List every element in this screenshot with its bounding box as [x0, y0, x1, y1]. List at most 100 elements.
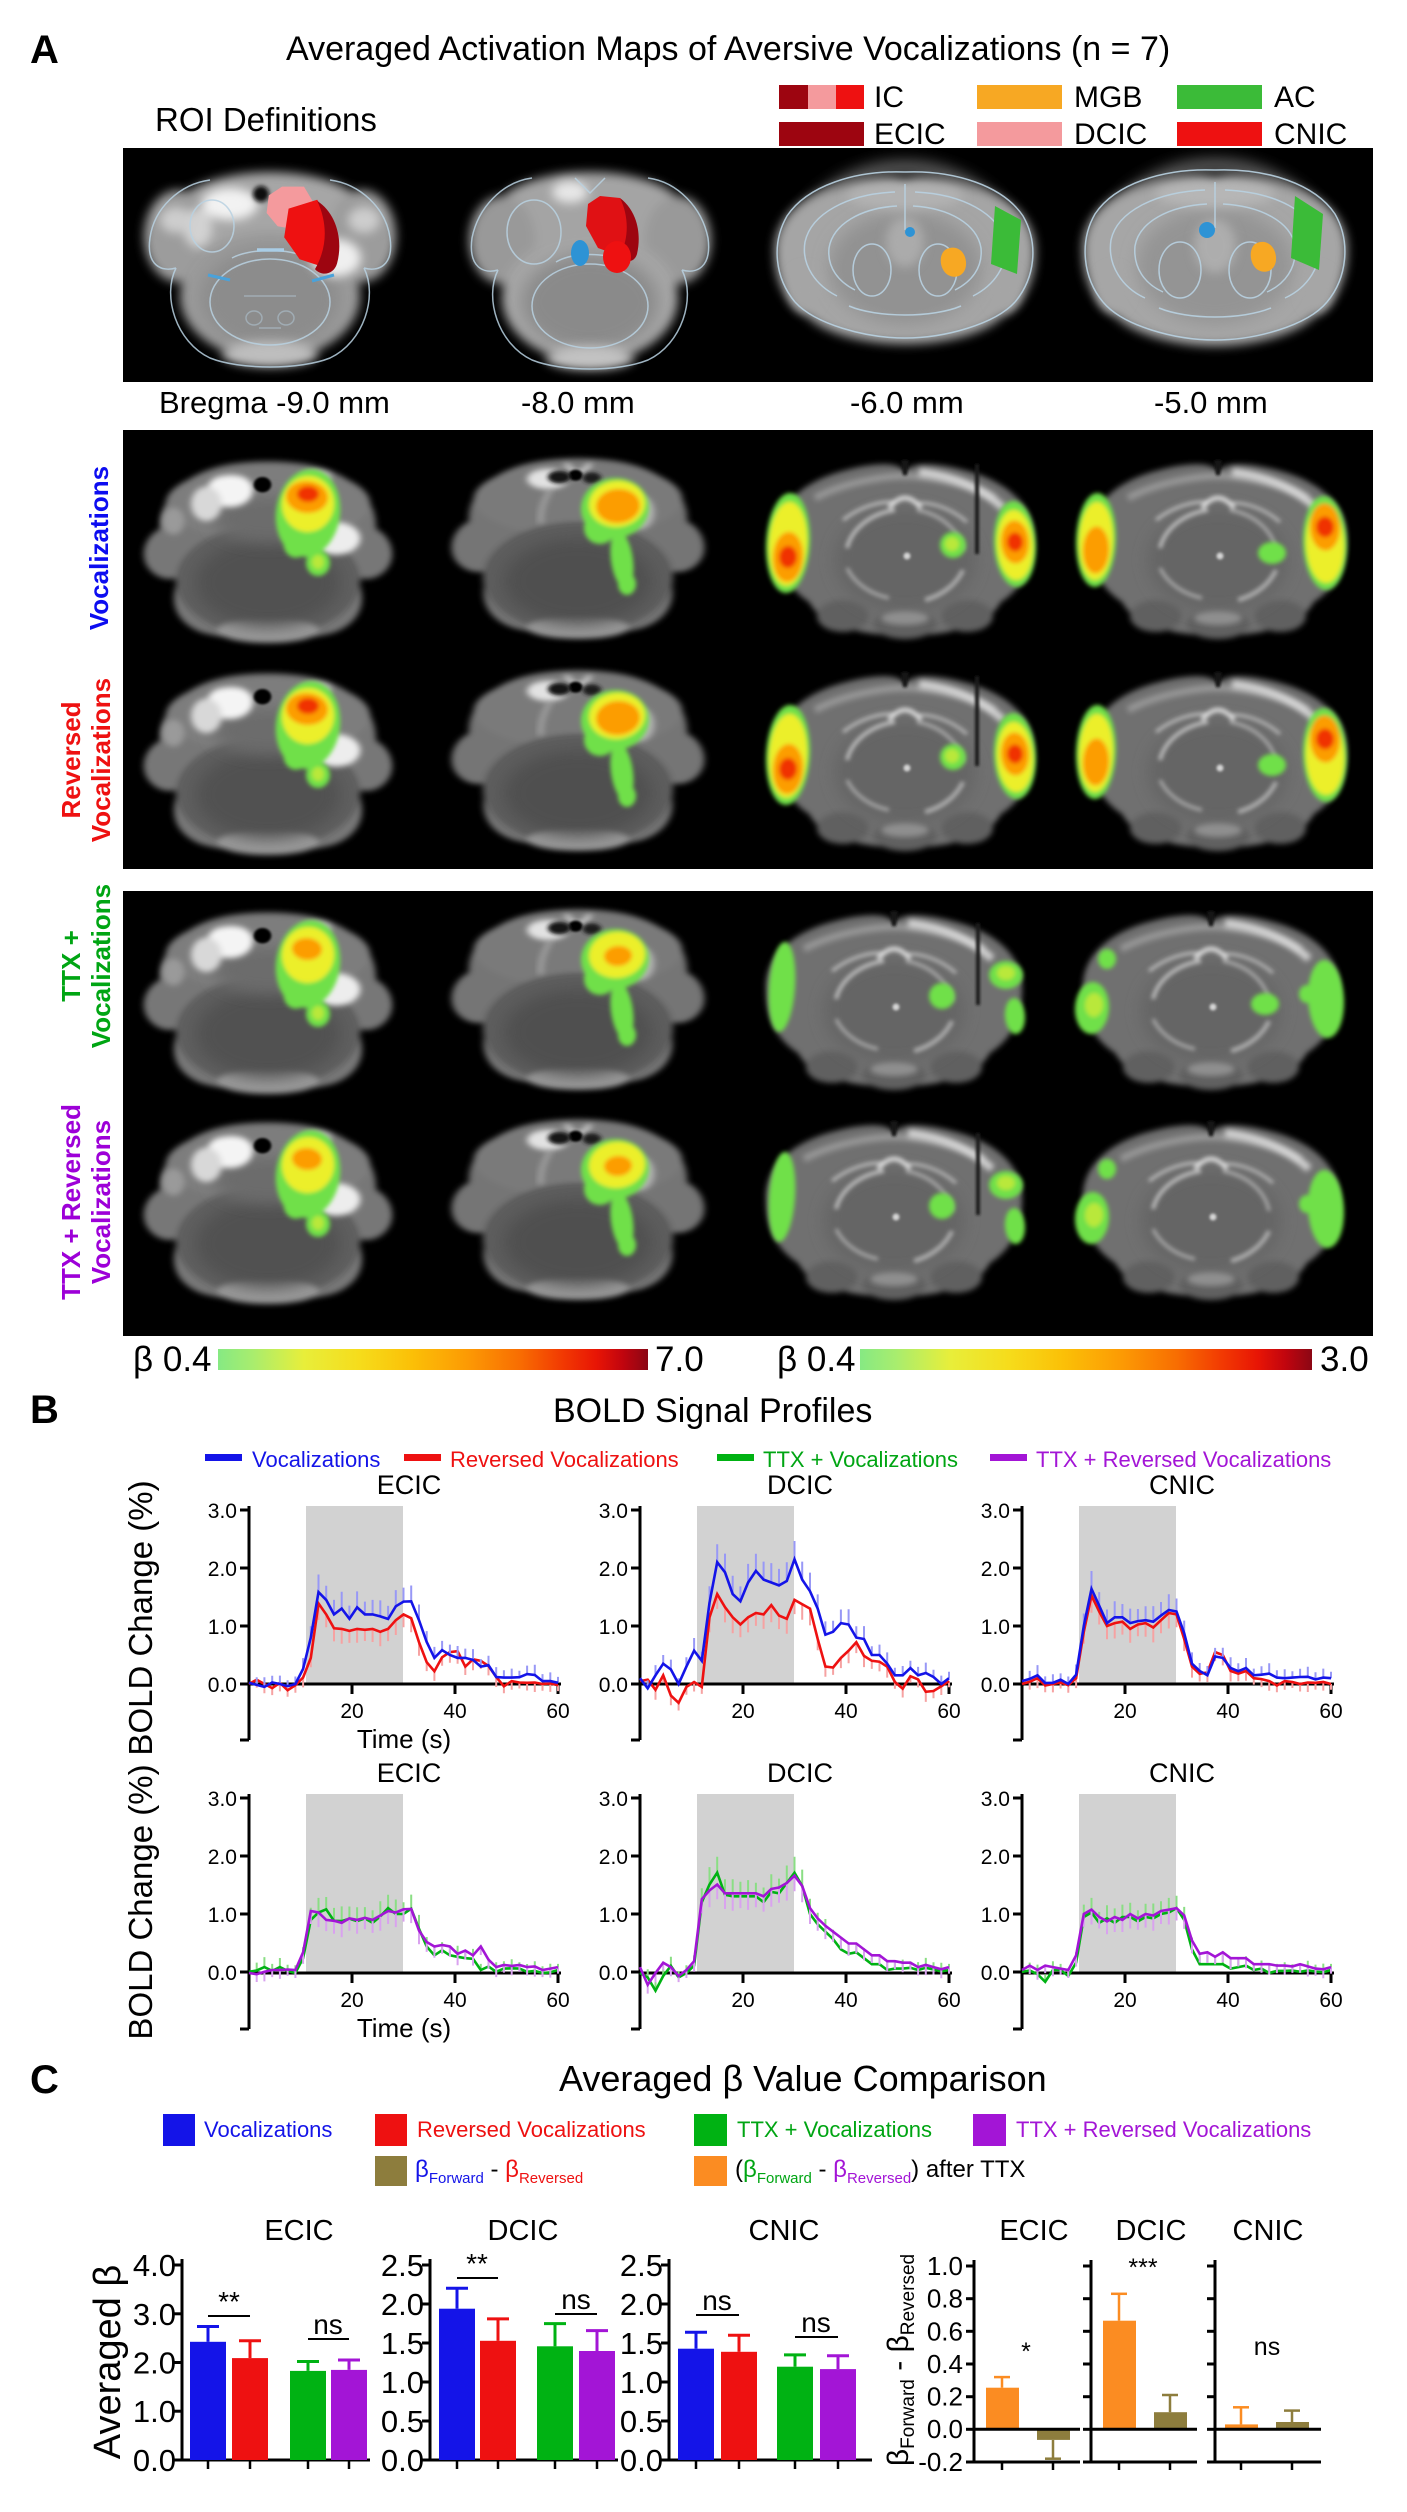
svg-text:1.0: 1.0 [599, 1616, 628, 1639]
svg-text:***: *** [1128, 2254, 1157, 2282]
svg-text:1.5: 1.5 [620, 2326, 663, 2361]
svg-text:ns: ns [801, 2307, 831, 2338]
svg-text:CNIC: CNIC [749, 2215, 820, 2247]
svg-text:1.0: 1.0 [133, 2394, 176, 2429]
svg-text:0.0: 0.0 [381, 2443, 424, 2478]
svg-text:40: 40 [443, 1989, 466, 2012]
svg-text:DCIC: DCIC [767, 1470, 833, 1500]
svg-text:ns: ns [313, 2309, 343, 2340]
svg-text:1.0: 1.0 [981, 1904, 1010, 1927]
svg-text:3.0: 3.0 [981, 1788, 1010, 1811]
svg-text:ECIC: ECIC [377, 1470, 442, 1500]
svg-text:0.0: 0.0 [620, 2443, 663, 2478]
svg-text:0.0: 0.0 [599, 1674, 628, 1697]
svg-text:1.0: 1.0 [981, 1616, 1010, 1639]
svg-text:40: 40 [443, 1700, 466, 1723]
svg-text:3.0: 3.0 [599, 1500, 628, 1523]
svg-text:60: 60 [937, 1700, 960, 1723]
svg-text:Time (s): Time (s) [357, 2013, 451, 2043]
svg-text:1.0: 1.0 [599, 1904, 628, 1927]
svg-text:3.0: 3.0 [599, 1788, 628, 1811]
svg-text:ECIC: ECIC [999, 2215, 1068, 2247]
svg-text:3.0: 3.0 [981, 1500, 1010, 1523]
svg-text:3.0: 3.0 [208, 1788, 237, 1811]
svg-text:4.0: 4.0 [133, 2248, 176, 2283]
svg-text:20: 20 [340, 1700, 363, 1723]
svg-text:ns: ns [561, 2284, 591, 2315]
svg-text:CNIC: CNIC [1149, 1470, 1215, 1500]
svg-text:*: * [1021, 2338, 1031, 2366]
svg-text:40: 40 [1216, 1989, 1239, 2012]
svg-text:2.5: 2.5 [381, 2248, 424, 2283]
svg-text:0.0: 0.0 [208, 1674, 237, 1697]
svg-text:DCIC: DCIC [767, 1758, 833, 1788]
svg-text:2.0: 2.0 [208, 1558, 237, 1581]
svg-text:BOLD Change (%): BOLD Change (%) [122, 1764, 159, 2039]
svg-text:40: 40 [834, 1700, 857, 1723]
svg-text:3.0: 3.0 [208, 1500, 237, 1523]
svg-text:TTX +: TTX + [56, 930, 86, 1002]
svg-text:1.5: 1.5 [381, 2326, 424, 2361]
svg-text:40: 40 [834, 1989, 857, 2012]
svg-text:2.0: 2.0 [599, 1846, 628, 1869]
svg-text:-0.2: -0.2 [918, 2447, 963, 2477]
svg-text:ns: ns [1254, 2333, 1280, 2361]
svg-text:0.5: 0.5 [620, 2404, 663, 2439]
svg-text:Vocalizations: Vocalizations [86, 678, 116, 842]
svg-text:60: 60 [546, 1989, 569, 2012]
svg-text:0.0: 0.0 [208, 1962, 237, 1985]
svg-text:**: ** [466, 2248, 488, 2279]
svg-text:60: 60 [1319, 1700, 1342, 1723]
svg-text:1.0: 1.0 [208, 1904, 237, 1927]
svg-text:**: ** [218, 2286, 240, 2317]
svg-text:20: 20 [340, 1989, 363, 2012]
svg-text:DCIC: DCIC [1116, 2215, 1187, 2247]
svg-text:ns: ns [702, 2285, 732, 2316]
svg-text:20: 20 [731, 1989, 754, 2012]
svg-text:Vocalizations: Vocalizations [84, 466, 114, 630]
svg-text:0.6: 0.6 [927, 2316, 963, 2346]
svg-text:ECIC: ECIC [264, 2215, 333, 2247]
svg-text:0.2: 0.2 [927, 2382, 963, 2412]
svg-text:βForward - βReversed: βForward - βReversed [882, 2254, 919, 2466]
svg-text:40: 40 [1216, 1700, 1239, 1723]
svg-text:2.0: 2.0 [599, 1558, 628, 1581]
svg-text:0.8: 0.8 [927, 2284, 963, 2314]
svg-text:CNIC: CNIC [1149, 1758, 1215, 1788]
svg-text:1.0: 1.0 [381, 2365, 424, 2400]
svg-text:2.0: 2.0 [981, 1846, 1010, 1869]
svg-text:0.4: 0.4 [927, 2349, 963, 2379]
svg-text:0.0: 0.0 [981, 1674, 1010, 1697]
svg-text:ECIC: ECIC [377, 1758, 442, 1788]
svg-text:20: 20 [1113, 1989, 1136, 2012]
svg-text:BOLD Change (%): BOLD Change (%) [122, 1480, 159, 1755]
svg-text:3.0: 3.0 [133, 2297, 176, 2332]
svg-text:60: 60 [937, 1989, 960, 2012]
svg-text:Averaged β: Averaged β [87, 2265, 129, 2459]
svg-text:2.5: 2.5 [620, 2248, 663, 2283]
svg-text:Vocalizations: Vocalizations [86, 1120, 116, 1284]
svg-text:60: 60 [546, 1700, 569, 1723]
svg-text:CNIC: CNIC [1233, 2215, 1304, 2247]
svg-text:0.0: 0.0 [981, 1962, 1010, 1985]
svg-text:60: 60 [1319, 1989, 1342, 2012]
svg-text:Time (s): Time (s) [357, 1724, 451, 1754]
svg-text:Reversed: Reversed [56, 701, 86, 818]
svg-text:20: 20 [731, 1700, 754, 1723]
svg-text:1.0: 1.0 [208, 1616, 237, 1639]
svg-text:2.0: 2.0 [981, 1558, 1010, 1581]
svg-text:0.0: 0.0 [927, 2414, 963, 2444]
svg-text:1.0: 1.0 [927, 2251, 963, 2281]
svg-text:20: 20 [1113, 1700, 1136, 1723]
svg-text:0.0: 0.0 [599, 1962, 628, 1985]
svg-text:2.0: 2.0 [208, 1846, 237, 1869]
svg-text:1.0: 1.0 [620, 2365, 663, 2400]
svg-text:Vocalizations: Vocalizations [86, 884, 116, 1048]
svg-text:0.0: 0.0 [133, 2443, 176, 2478]
svg-text:2.0: 2.0 [620, 2287, 663, 2322]
svg-text:DCIC: DCIC [488, 2215, 559, 2247]
svg-text:2.0: 2.0 [133, 2346, 176, 2381]
svg-text:TTX + Reversed: TTX + Reversed [56, 1104, 86, 1300]
svg-text:2.0: 2.0 [381, 2287, 424, 2322]
svg-text:0.5: 0.5 [381, 2404, 424, 2439]
